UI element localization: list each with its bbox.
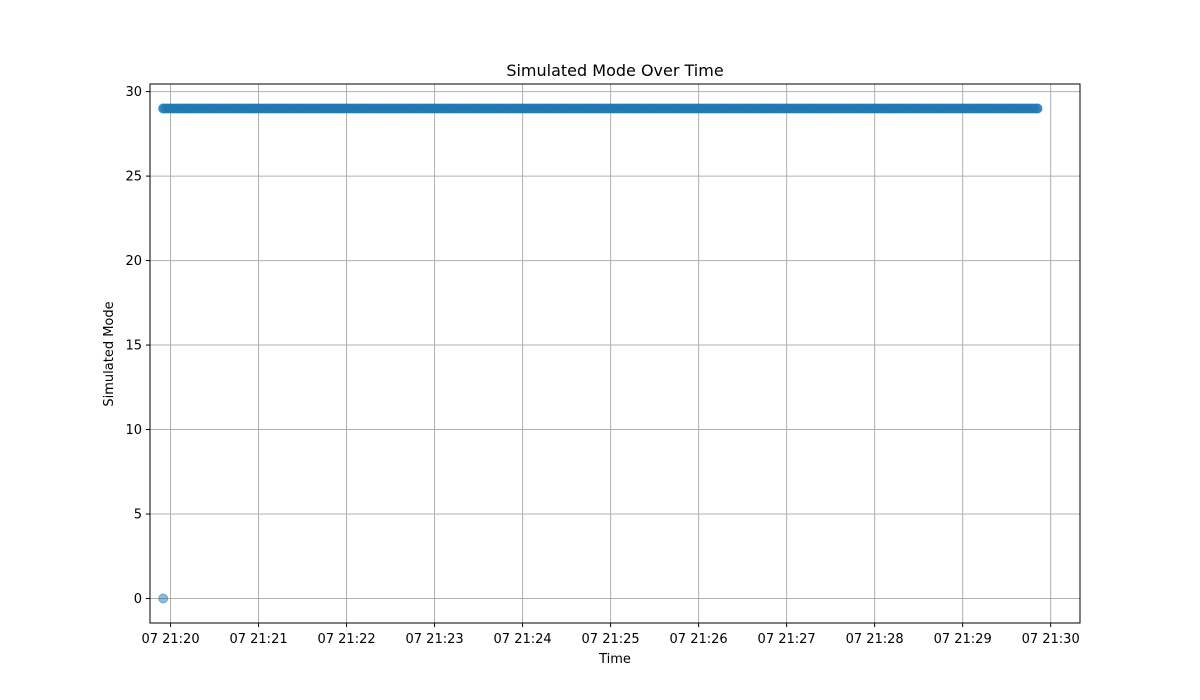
chart-title: Simulated Mode Over Time [506, 61, 723, 80]
x-tick-label: 07 21:24 [494, 632, 552, 647]
x-tick-label: 07 21:23 [406, 632, 464, 647]
x-axis: 07 21:20 07 21:21 07 21:22 07 21:23 07 21:24… [141, 623, 1080, 647]
y-tick-label: 25 [125, 170, 142, 185]
x-tick-label: 07 21:25 [582, 632, 640, 647]
x-tick-label: 07 21:27 [758, 632, 816, 647]
data-points [158, 103, 1043, 604]
data-point [1032, 103, 1043, 114]
y-tick-label: 30 [125, 85, 142, 100]
x-tick-label: 07 21:26 [670, 632, 728, 647]
plot-frame [149, 83, 1081, 624]
x-tick-label: 07 21:30 [1022, 632, 1080, 647]
y-axis-label: Simulated Mode [102, 301, 117, 406]
grid [150, 84, 1080, 623]
x-tick-label: 07 21:20 [141, 632, 199, 647]
x-tick-label: 07 21:29 [934, 632, 992, 647]
data-point [158, 593, 169, 604]
y-tick-label: 0 [134, 592, 142, 607]
x-tick-label: 07 21:21 [229, 632, 287, 647]
x-axis-label: Time [598, 652, 631, 667]
y-tick-label: 5 [134, 508, 142, 523]
y-axis: 0 5 10 15 20 25 30 [125, 85, 150, 607]
x-tick-label: 07 21:22 [317, 632, 375, 647]
y-tick-label: 15 [125, 339, 142, 354]
y-tick-label: 20 [125, 254, 142, 269]
x-tick-label: 07 21:28 [846, 632, 904, 647]
y-tick-label: 10 [125, 423, 142, 438]
